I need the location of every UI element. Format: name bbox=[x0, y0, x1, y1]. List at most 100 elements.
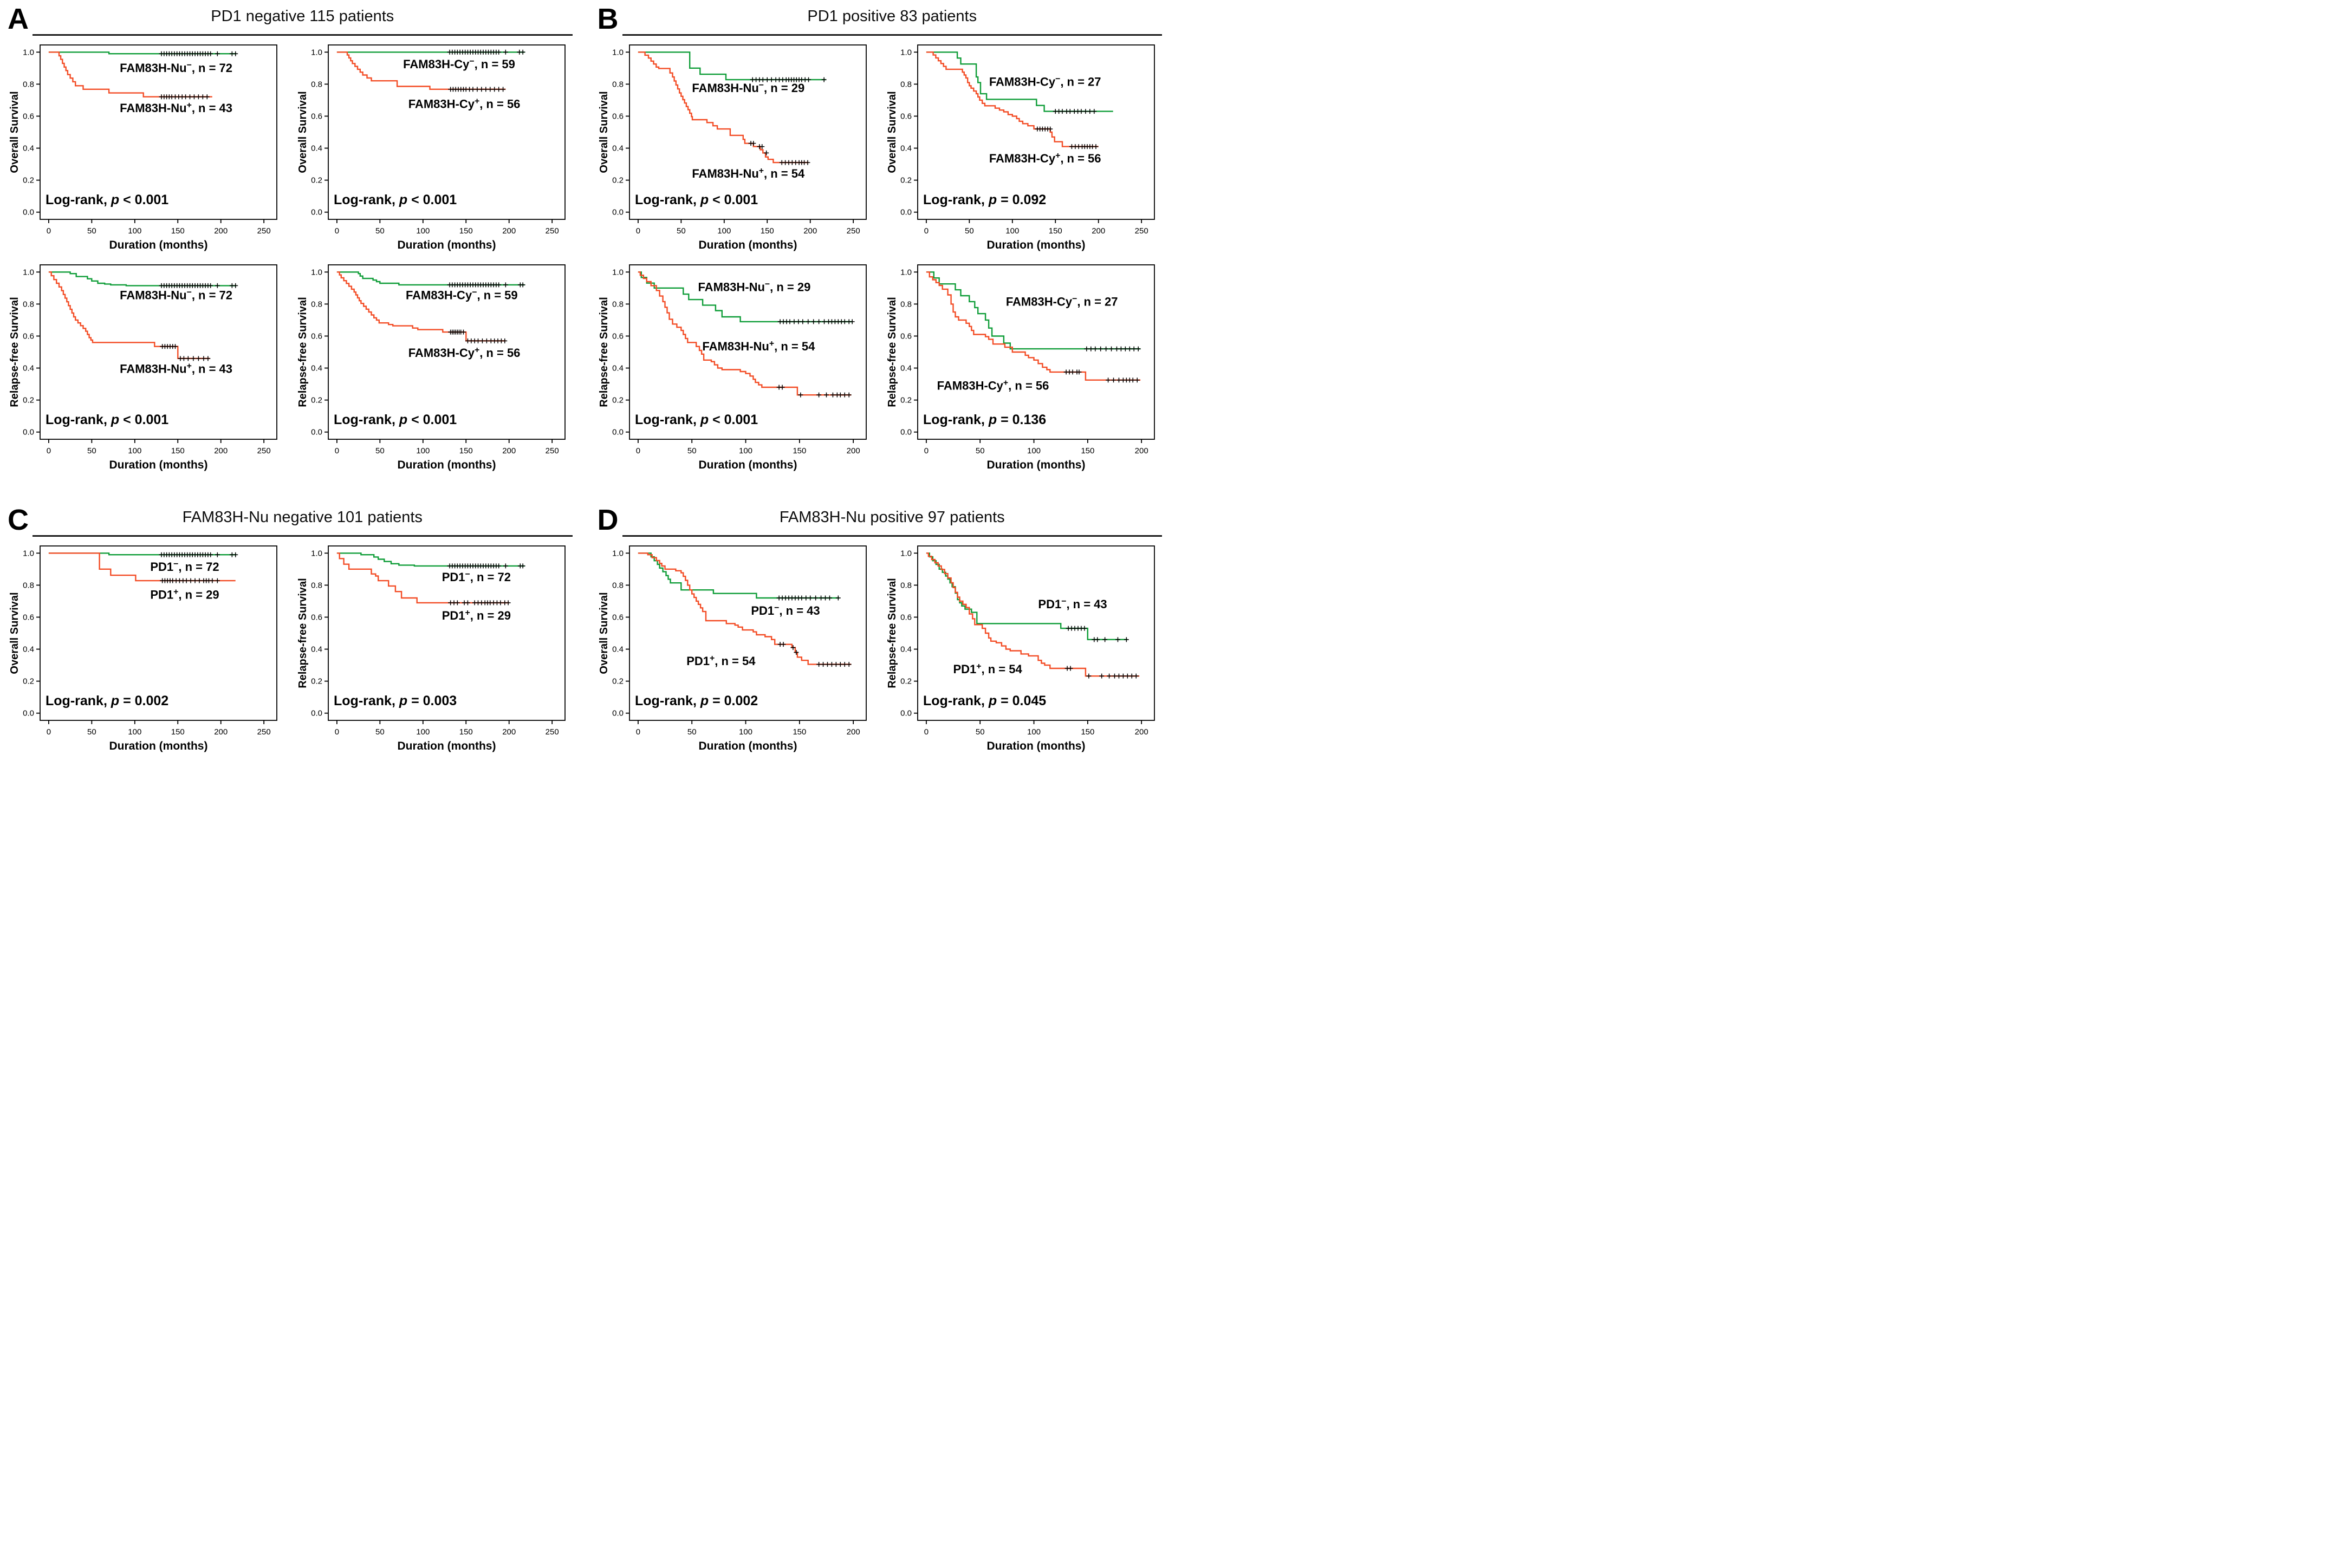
censor-mark bbox=[475, 338, 481, 343]
censor-mark bbox=[816, 662, 822, 667]
km-subplot: 0.0 0.2 0.4 0.6 0.8 1.0 0 50 100 150 200 250 Duratio… bbox=[886, 40, 1160, 256]
x-tick-label: 0 bbox=[636, 446, 640, 456]
censor-mark bbox=[824, 392, 829, 398]
x-tick-label: 200 bbox=[1135, 727, 1148, 737]
censor-mark bbox=[196, 94, 201, 100]
panel-a-title: PD1 negative 115 patients bbox=[211, 8, 394, 25]
x-tick-label: 150 bbox=[793, 727, 806, 737]
x-tick-label: 100 bbox=[717, 226, 731, 236]
y-tick-label: 0.0 bbox=[23, 208, 34, 217]
censor-mark bbox=[201, 356, 206, 361]
x-tick-label: 250 bbox=[546, 727, 559, 737]
x-tick-label: 250 bbox=[257, 226, 270, 236]
panel-a-titlebox: PD1 negative 115 patients bbox=[33, 8, 573, 36]
censor-mark bbox=[1095, 637, 1100, 642]
y-tick-label: 0.0 bbox=[901, 709, 912, 718]
km-subplot: 0.0 0.2 0.4 0.6 0.8 1.0 0 50 100 150 200 Duration (… bbox=[598, 541, 872, 757]
x-tick-label: 100 bbox=[128, 727, 141, 737]
panel-d: D FAM83H-Nu positive 97 patients 0.0 0.2 0… bbox=[596, 505, 1162, 773]
x-axis-label: Duration (months) bbox=[699, 740, 797, 752]
y-axis-label: Relapse-free Survival bbox=[886, 578, 898, 688]
km-subplot: 0.0 0.2 0.4 0.6 0.8 1.0 0 50 100 150 200 250 Duratio… bbox=[9, 40, 282, 256]
censor-mark bbox=[181, 356, 186, 361]
plot-frame bbox=[917, 264, 1155, 440]
x-axis-label: Duration (months) bbox=[987, 459, 1086, 471]
censor-mark bbox=[505, 600, 511, 606]
km-subplot: 0.0 0.2 0.4 0.6 0.8 1.0 0 50 100 150 200 250 Duratio… bbox=[297, 541, 570, 757]
censor-mark bbox=[520, 282, 525, 288]
y-tick-label: 0.0 bbox=[612, 208, 624, 217]
plot-frame bbox=[39, 44, 277, 220]
censor-mark bbox=[503, 563, 508, 569]
km-subplot: 0.0 0.2 0.4 0.6 0.8 1.0 0 50 100 150 200 250 Duratio… bbox=[598, 40, 872, 256]
x-tick-label: 200 bbox=[847, 727, 860, 737]
censor-mark bbox=[488, 87, 493, 92]
y-tick-label: 0.4 bbox=[311, 645, 322, 654]
censor-mark bbox=[1132, 346, 1137, 352]
censor-mark bbox=[205, 356, 210, 361]
y-tick-label: 1.0 bbox=[23, 268, 34, 277]
x-tick-label: 0 bbox=[636, 727, 640, 737]
y-tick-label: 0.4 bbox=[612, 364, 624, 373]
x-tick-label: 0 bbox=[335, 727, 339, 737]
censor-mark bbox=[1060, 109, 1065, 114]
y-tick-label: 0.8 bbox=[901, 581, 912, 590]
censor-mark bbox=[1131, 378, 1136, 383]
y-tick-label: 0.4 bbox=[612, 144, 624, 153]
x-tick-label: 100 bbox=[1006, 226, 1020, 236]
x-tick-label: 0 bbox=[924, 226, 929, 236]
censor-mark bbox=[207, 283, 213, 288]
censor-mark bbox=[791, 319, 797, 324]
censor-mark bbox=[838, 662, 843, 667]
panel-a: A PD1 negative 115 patients 0.0 0.2 0.4 0.6… bbox=[7, 3, 573, 492]
panel-a-letter: A bbox=[8, 3, 29, 35]
km-chart-svg: 0.0 0.2 0.4 0.6 0.8 1.0 0 50 100 150 200 250 Duratio… bbox=[598, 44, 867, 251]
censor-mark bbox=[232, 552, 238, 557]
y-axis-label: Overall Survival bbox=[886, 91, 898, 173]
censor-mark bbox=[215, 283, 220, 288]
y-axis-label: Overall Survival bbox=[598, 91, 610, 173]
panel-c-title: FAM83H-Nu negative 101 patients bbox=[182, 509, 423, 526]
censor-mark bbox=[1088, 346, 1094, 352]
plot-frame bbox=[327, 44, 566, 220]
panel-c-titlebox: FAM83H-Nu negative 101 patients bbox=[33, 509, 573, 537]
x-tick-label: 150 bbox=[1081, 727, 1095, 737]
censor-mark bbox=[1083, 109, 1088, 114]
km-subplot: 0.0 0.2 0.4 0.6 0.8 1.0 0 50 100 150 200 Duration (… bbox=[598, 260, 872, 476]
x-tick-label: 150 bbox=[1081, 446, 1095, 456]
censor-mark bbox=[827, 595, 833, 601]
x-tick-label: 150 bbox=[171, 727, 184, 737]
panel-a-subplots: 0.0 0.2 0.4 0.6 0.8 1.0 0 50 100 150 200 250 Duratio… bbox=[7, 40, 573, 476]
censor-mark bbox=[484, 338, 489, 343]
p-value-label: Log-rank, p = 0.002 bbox=[635, 693, 758, 708]
censor-mark bbox=[780, 385, 785, 390]
x-tick-label: 100 bbox=[1027, 446, 1041, 456]
y-tick-label: 0.8 bbox=[612, 581, 624, 590]
censor-mark bbox=[1129, 673, 1135, 679]
km-subplot: 0.0 0.2 0.4 0.6 0.8 1.0 0 50 100 150 200 250 Duratio… bbox=[9, 541, 282, 757]
km-chart-svg: 0.0 0.2 0.4 0.6 0.8 1.0 0 50 100 150 200 250 Duratio… bbox=[886, 44, 1155, 251]
x-tick-label: 250 bbox=[1135, 226, 1148, 236]
y-tick-label: 0.2 bbox=[23, 677, 34, 686]
plot-frame bbox=[917, 545, 1155, 721]
y-tick-label: 1.0 bbox=[311, 48, 322, 57]
y-tick-label: 1.0 bbox=[311, 268, 322, 277]
censor-mark bbox=[794, 649, 799, 655]
censor-mark bbox=[1124, 637, 1129, 642]
censor-mark bbox=[838, 392, 843, 398]
x-tick-label: 200 bbox=[214, 226, 228, 236]
y-tick-label: 0.0 bbox=[612, 709, 624, 718]
x-tick-label: 200 bbox=[214, 446, 228, 456]
x-tick-label: 0 bbox=[335, 226, 339, 236]
censor-mark bbox=[190, 356, 196, 361]
x-axis-label: Duration (months) bbox=[699, 459, 797, 471]
censor-mark bbox=[798, 392, 803, 398]
km-curve-green bbox=[336, 552, 525, 567]
censor-mark bbox=[196, 356, 201, 361]
x-axis-label: Duration (months) bbox=[699, 239, 797, 251]
censor-mark bbox=[781, 642, 786, 647]
x-tick-label: 100 bbox=[1027, 727, 1041, 737]
km-subplot: 0.0 0.2 0.4 0.6 0.8 1.0 0 50 100 150 200 250 Duratio… bbox=[9, 260, 282, 476]
y-tick-label: 1.0 bbox=[901, 48, 912, 57]
censor-mark bbox=[496, 282, 502, 288]
